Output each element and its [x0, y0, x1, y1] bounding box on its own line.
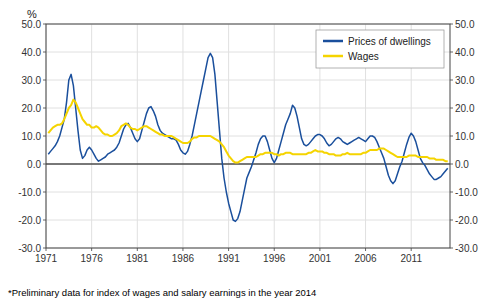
x-tick-label: 2011 — [400, 253, 422, 264]
grid-line-y — [46, 136, 450, 137]
y2-tick-label: 10.0 — [455, 131, 475, 142]
y2-tick-label: -20.0 — [455, 215, 478, 226]
grid-line-y — [46, 220, 450, 221]
y2-tick-label: 40.0 — [455, 47, 475, 58]
grid-line-x — [274, 24, 275, 248]
legend-box — [316, 30, 444, 68]
x-tick-label: 1991 — [217, 253, 240, 264]
y-tick-label: -10.0 — [18, 187, 41, 198]
y2-tick-label: 20.0 — [455, 103, 475, 114]
y-tick-label: 40.0 — [22, 47, 42, 58]
grid-line-y — [46, 80, 450, 81]
grid-line-y — [46, 192, 450, 193]
series-line — [48, 53, 447, 221]
grid-line-x — [228, 24, 229, 248]
y-axis-label: % — [27, 8, 37, 20]
x-tick-label: 1996 — [263, 253, 286, 264]
grid-line-x — [137, 24, 138, 248]
grid-line-x — [91, 24, 92, 248]
series-line — [48, 100, 447, 163]
series-group — [48, 53, 447, 221]
x-tick-label: 1971 — [35, 253, 58, 264]
y-tick-label: 20.0 — [22, 103, 42, 114]
legend-label: Prices of dwellings — [348, 36, 431, 47]
x-tick-label: 1976 — [81, 253, 104, 264]
x-tick-label: 1986 — [172, 253, 195, 264]
y-tick-label: 50.0 — [22, 19, 42, 30]
y2-tick-label: 30.0 — [455, 75, 475, 86]
legend: Prices of dwellings Wages — [316, 30, 444, 68]
y2-tick-label: 50.0 — [455, 19, 475, 30]
footnote: *Preliminary data for index of wages and… — [8, 287, 316, 298]
plot-frame — [46, 24, 450, 248]
grid-line-y — [46, 108, 450, 109]
grid-line-y — [46, 164, 450, 165]
zero-line — [46, 164, 450, 165]
plot-area — [46, 24, 450, 248]
y-tick-label: -20.0 — [18, 215, 41, 226]
y2-tick-label: 0.0 — [455, 159, 469, 170]
axes: -30.0 -20.0 -10.0 0.0 10.0 20.0 30.0 40.0 50.0 -3… — [18, 19, 478, 265]
legend-swatch — [323, 55, 343, 58]
grid — [46, 24, 450, 248]
chart: -30.0 -20.0 -10.0 0.0 10.0 20.0 30.0 40.0 50.0 -3… — [0, 0, 494, 304]
y-tick-label: -30.0 — [18, 243, 41, 254]
y2-tick-label: -10.0 — [455, 187, 478, 198]
y2-tick-label: -30.0 — [455, 243, 478, 254]
x-tick-label: 1981 — [126, 253, 149, 264]
grid-line-x — [182, 24, 183, 248]
legend-swatch — [323, 40, 343, 43]
x-tick-label: 2006 — [354, 253, 377, 264]
y-tick-label: 0.0 — [27, 159, 41, 170]
y-tick-label: 10.0 — [22, 131, 42, 142]
y-tick-label: 30.0 — [22, 75, 42, 86]
x-tick-label: 2001 — [309, 253, 332, 264]
legend-label: Wages — [348, 51, 379, 62]
